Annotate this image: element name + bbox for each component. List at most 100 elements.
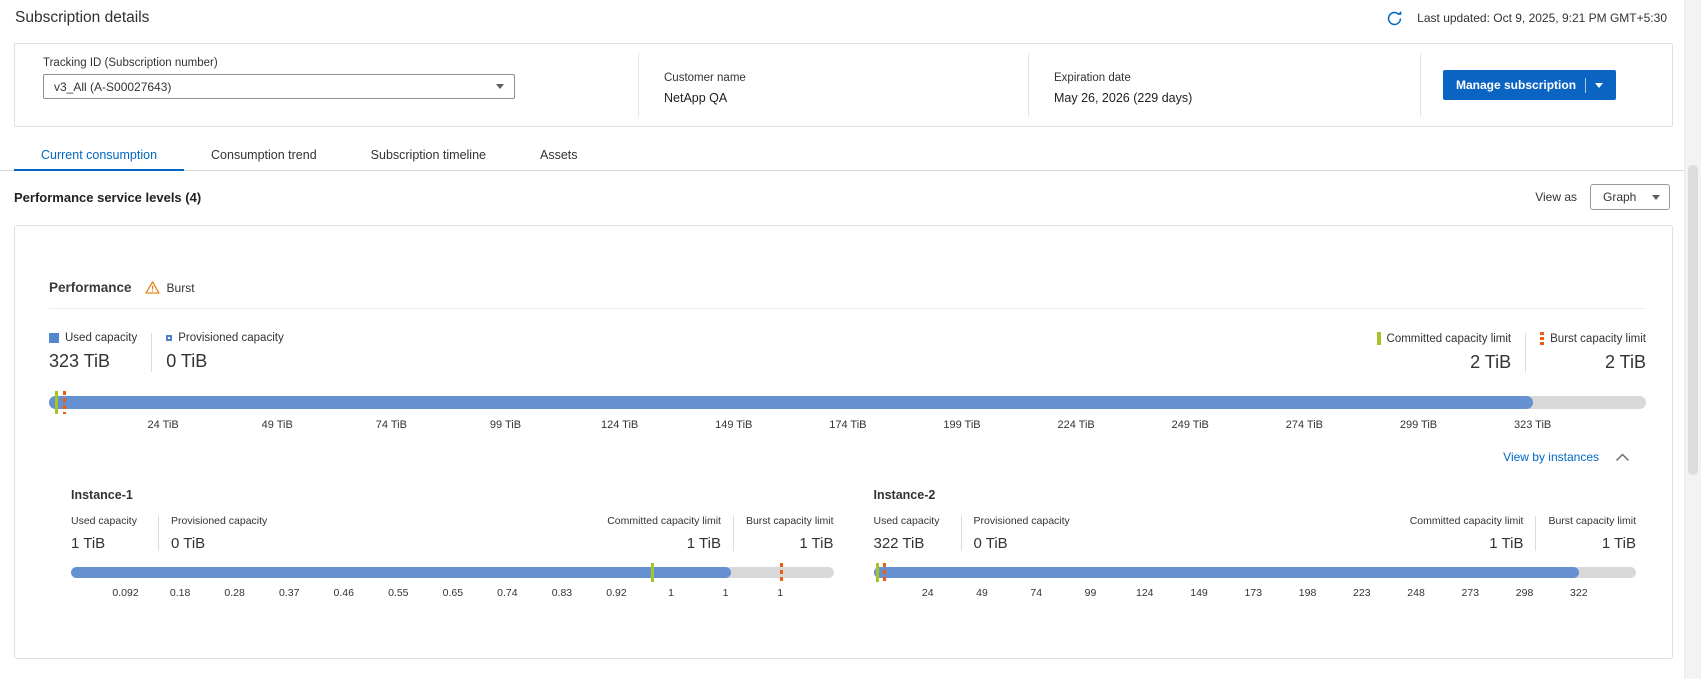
customer-name-value: NetApp QA <box>664 91 728 105</box>
burst-capacity-limit-value: 1 TiB <box>1601 535 1636 552</box>
instance-name: Instance-1 <box>71 488 133 502</box>
provisioned-capacity-value: 0 TiB <box>973 535 1008 552</box>
axis-tick-label: 273 <box>1461 587 1480 599</box>
axis-tick-label: 74 TiB <box>375 419 407 431</box>
top-bar: Subscription details Last updated: Oct 9… <box>0 0 1684 27</box>
chevron-up-icon[interactable] <box>1615 452 1630 462</box>
capacity-right-group: Committed capacity limit 2 TiB Burst cap… <box>1376 332 1646 373</box>
axis-tick-label: 1 <box>722 587 729 599</box>
divider <box>638 53 639 117</box>
actions-section: Manage subscription <box>1421 44 1672 126</box>
tab-assets[interactable]: Assets <box>540 148 578 162</box>
instance-name: Instance-2 <box>873 488 936 502</box>
button-divider <box>1585 77 1587 93</box>
committed-capacity-limit-label: Committed capacity limit <box>1409 515 1524 527</box>
axis-tick-label: 298 <box>1515 587 1534 599</box>
capacity-left-group: Used capacity 323 TiB Provisioned capaci… <box>49 332 284 373</box>
axis-tick-label: 174 TiB <box>829 419 867 431</box>
provisioned-capacity-label: Provisioned capacity <box>171 515 268 527</box>
instance-capacity-bar: 24 49 74 99 124 149 173 198 223 248 273 298 322 <box>873 563 1637 601</box>
axis-tick-label: 0.83 <box>551 587 573 599</box>
subscription-details-page: Subscription details Last updated: Oct 9… <box>0 0 1684 659</box>
divider <box>1525 333 1527 372</box>
committed-limit-marker <box>54 391 58 414</box>
axis-tick-label: 1 <box>777 587 784 599</box>
used-capacity-legend: Used capacity <box>49 332 137 344</box>
view-as-label: View as <box>1535 190 1577 204</box>
tab-current-consumption[interactable]: Current consumption <box>14 139 185 171</box>
manage-subscription-label: Manage subscription <box>1456 78 1577 92</box>
tracking-id-select[interactable]: v3_All (A-S00027643) <box>43 74 515 99</box>
axis-tick-label: 0.74 <box>497 587 518 599</box>
axis-tick-label: 149 TiB <box>715 419 753 431</box>
burst-capacity-limit-label: Burst capacity limit <box>745 515 834 527</box>
capacity-bar-track <box>49 391 1646 414</box>
used-capacity-value: 322 TiB <box>873 535 925 552</box>
axis-tick-label: 274 TiB <box>1285 419 1324 431</box>
expiration-date-section: Expiration date May 26, 2026 (229 days) <box>1029 44 1420 126</box>
tab-bar: Current consumption Consumption trend Subs… <box>0 139 1684 171</box>
view-by-instances-link[interactable]: View by instances <box>1503 450 1599 464</box>
divider <box>1420 53 1421 117</box>
tracking-id-value: v3_All (A-S00027643) <box>54 79 172 94</box>
tab-consumption-trend[interactable]: Consumption trend <box>211 148 317 162</box>
service-level-title: Performance <box>49 280 132 295</box>
page-title: Subscription details <box>15 9 150 26</box>
axis-tick-label: 173 <box>1244 587 1263 599</box>
scrollbar[interactable] <box>1684 0 1701 679</box>
section-title: Performance service levels (4) <box>14 189 202 205</box>
divider <box>1535 516 1537 551</box>
axis-tick-label: 0.55 <box>388 587 409 599</box>
last-updated-text: Last updated: Oct 9, 2025, 9:21 PM GMT+5… <box>1417 11 1667 25</box>
chevron-down-icon[interactable] <box>1595 82 1604 88</box>
warning-icon <box>144 281 160 294</box>
expiration-date-label: Expiration date <box>1054 72 1131 84</box>
committed-limit-marker <box>875 563 879 582</box>
divider <box>960 516 962 551</box>
axis-tick-label: 0.46 <box>333 587 354 599</box>
view-as-group: View as Graph <box>1535 184 1670 210</box>
used-capacity-label: Used capacity <box>65 332 138 344</box>
instance-panel-instance-1: Instance-1 Used capacity 1 TiB Provision… <box>71 488 834 601</box>
committed-limit-swatch-icon <box>1376 332 1381 345</box>
burst-capacity-limit-label: Burst capacity limit <box>1548 515 1636 527</box>
axis-tick-label: 0.65 <box>442 587 464 599</box>
chevron-down-icon <box>496 84 504 89</box>
refresh-icon[interactable] <box>1386 10 1403 27</box>
axis-tick-label: 24 <box>921 587 934 599</box>
axis-tick-label: 198 <box>1298 587 1317 599</box>
last-updated-group: Last updated: Oct 9, 2025, 9:21 PM GMT+5… <box>1386 10 1667 27</box>
manage-subscription-button[interactable]: Manage subscription <box>1443 70 1617 100</box>
capacity-axis: 0.092 0.18 0.28 0.37 0.46 0.55 0.65 0.74 0.83 0.9… <box>71 587 834 601</box>
customer-name-section: Customer name NetApp QA <box>639 44 1028 126</box>
axis-tick-label: 249 TiB <box>1171 419 1209 431</box>
axis-tick-label: 323 TiB <box>1513 419 1552 431</box>
tracking-id-section: Tracking ID (Subscription number) v3_All… <box>15 44 638 126</box>
committed-capacity-limit-label: Committed capacity limit <box>607 515 721 527</box>
committed-capacity-limit-value: 1 TiB <box>686 535 721 552</box>
committed-limit-marker <box>650 563 654 582</box>
used-capacity-fill <box>873 567 1579 578</box>
axis-tick-label: 299 TiB <box>1399 419 1438 431</box>
axis-tick-label: 0.092 <box>112 587 139 599</box>
performance-card: Performance Burst Used capacity 323 TiB <box>14 225 1673 659</box>
performance-header: Performance Burst <box>49 226 1646 295</box>
axis-tick-label: 124 <box>1136 587 1154 599</box>
view-as-select[interactable]: Graph <box>1590 184 1670 210</box>
provisioned-capacity-value: 0 TiB <box>171 535 206 552</box>
provisioned-capacity-legend: Provisioned capacity <box>166 332 284 344</box>
axis-tick-label: 248 <box>1407 587 1425 599</box>
axis-tick-label: 0.28 <box>224 587 245 599</box>
burst-capacity-limit-value: 1 TiB <box>799 535 834 552</box>
chevron-down-icon <box>1652 194 1660 200</box>
committed-capacity-limit-value: 2 TiB <box>1470 352 1512 372</box>
capacity-axis: 24 49 74 99 124 149 173 198 223 248 273 298 322 <box>874 587 1637 601</box>
scrollbar-thumb[interactable] <box>1688 165 1698 475</box>
used-capacity-fill <box>49 396 1533 409</box>
divider <box>732 516 734 551</box>
tab-subscription-timeline[interactable]: Subscription timeline <box>370 148 486 162</box>
committed-capacity-limit-label: Committed capacity limit <box>1386 332 1512 345</box>
burst-limit-marker <box>62 391 66 414</box>
used-capacity-fill <box>71 567 731 578</box>
axis-tick-label: 49 TiB <box>261 419 293 431</box>
